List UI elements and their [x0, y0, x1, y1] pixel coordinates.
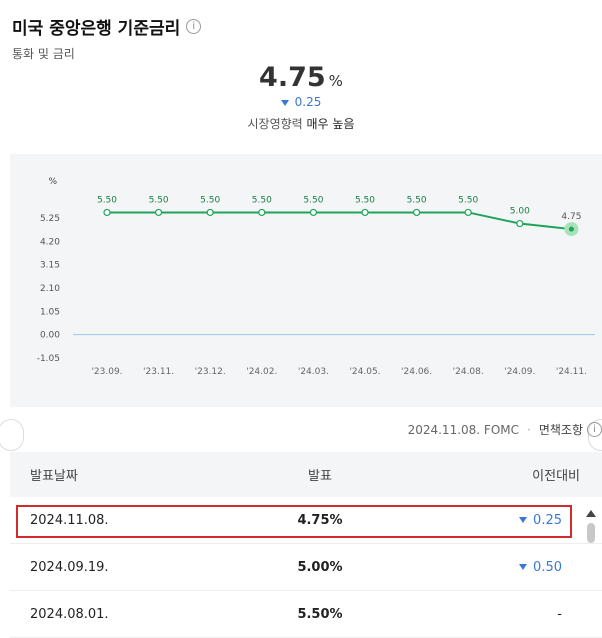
- data-label: 5.50: [200, 195, 220, 205]
- data-point: [155, 208, 163, 217]
- data-label: 4.75: [561, 212, 581, 222]
- data-label: 5.50: [458, 195, 478, 205]
- down-arrow-icon: [519, 517, 528, 523]
- data-point: [516, 219, 524, 228]
- data-label: 5.50: [97, 195, 117, 205]
- scroll-up-icon[interactable]: [586, 510, 596, 517]
- data-label: 5.00: [510, 207, 530, 217]
- data-label: 5.50: [252, 195, 272, 205]
- y-axis-label: %: [48, 177, 57, 187]
- chart-prev-button[interactable]: [0, 419, 24, 451]
- data-label: 5.50: [303, 195, 323, 205]
- data-label: 5.50: [355, 195, 375, 205]
- x-tick-label: '24.05.: [349, 367, 380, 377]
- current-rate: 4.75%: [0, 62, 602, 93]
- row-change-value: 0.50: [533, 559, 562, 575]
- y-tick-label: 2.10: [40, 284, 60, 294]
- table-row[interactable]: 2024.09.19. 5.00% 0.50: [10, 544, 602, 591]
- x-tick-label: '23.09.: [91, 367, 122, 377]
- x-tick-label: '24.03.: [298, 367, 329, 377]
- data-point: [568, 226, 574, 232]
- y-tick-label: -1.05: [37, 354, 60, 364]
- y-tick-label: 5.25: [40, 214, 60, 224]
- x-tick-label: '24.06.: [401, 367, 432, 377]
- rate-unit: %: [328, 72, 343, 90]
- data-label: 5.50: [149, 195, 169, 205]
- row-rate: 4.75%: [297, 512, 343, 528]
- influence-value: 매우 높음: [306, 117, 355, 131]
- disclaimer-link[interactable]: 면책조항: [538, 423, 583, 437]
- y-tick-label: 0.00: [40, 331, 60, 341]
- data-point: [258, 208, 266, 217]
- rate-change-value: 0.25: [294, 95, 322, 109]
- table-header: 발표날짜 발표 이전대비: [10, 452, 602, 497]
- row-change: -: [420, 607, 602, 622]
- rate-value: 4.75: [259, 62, 326, 93]
- disclaimer-info-icon[interactable]: i: [587, 422, 602, 437]
- header: 미국 중앙은행 기준금리 i 통화 및 금리: [12, 14, 202, 62]
- source-date: 2024.11.08. FOMC: [407, 422, 519, 437]
- rate-history-table: 발표날짜 발표 이전대비 2024.11.08. 4.75% 0.25 2024…: [10, 452, 602, 638]
- data-point: [103, 208, 111, 217]
- scroll-thumb[interactable]: [587, 523, 595, 543]
- source-info: 2024.11.08. FOMC · 면책조항 i: [408, 421, 602, 438]
- rate-chart-svg: % 5.25 4.20 3.15 2.10 1.05 0.00 -1.05 '23.09. '23…: [37, 177, 595, 377]
- info-icon[interactable]: i: [186, 19, 202, 34]
- header-change: 이전대비: [532, 469, 580, 484]
- row-date: 2024.08.01.: [30, 606, 109, 622]
- separator-dot: ·: [527, 422, 531, 437]
- x-tick-label: '24.09.: [504, 367, 535, 377]
- down-arrow-icon: [280, 99, 289, 106]
- page-title-text: 미국 중앙은행 기준금리: [12, 19, 181, 39]
- data-point: [464, 208, 472, 217]
- row-change-value: 0.25: [533, 512, 562, 528]
- down-arrow-icon: [519, 564, 528, 570]
- page-title: 미국 중앙은행 기준금리 i: [12, 14, 202, 39]
- table-row[interactable]: 2024.11.08. 4.75% 0.25: [10, 497, 602, 544]
- row-rate: 5.00%: [297, 559, 343, 575]
- rate-change: 0.25: [0, 95, 602, 109]
- data-point: [361, 208, 369, 217]
- row-change: 0.50: [420, 560, 602, 575]
- data-point: [206, 208, 214, 217]
- y-tick-label: 3.15: [40, 261, 60, 271]
- x-tick-label: '24.08.: [453, 367, 484, 377]
- rate-chart: % 5.25 4.20 3.15 2.10 1.05 0.00 -1.05 '23.09. '23…: [0, 154, 602, 451]
- table-scrollbar[interactable]: [584, 508, 598, 628]
- influence-label: 시장영향력: [247, 117, 303, 131]
- data-point: [413, 208, 421, 217]
- data-label: 5.50: [407, 195, 427, 205]
- y-tick-label: 1.05: [40, 307, 60, 317]
- x-tick-label: '24.11.: [556, 367, 587, 377]
- x-tick-label: '23.11.: [143, 367, 174, 377]
- row-rate: 5.50%: [297, 606, 343, 622]
- y-tick-label: 4.20: [40, 237, 60, 247]
- x-tick-label: '24.02.: [246, 367, 277, 377]
- series-line: [107, 211, 572, 231]
- row-change-value: -: [557, 606, 562, 622]
- row-date: 2024.11.08.: [30, 512, 109, 528]
- rate-summary: 4.75% 0.25 시장영향력 매우 높음: [0, 62, 602, 132]
- row-change: 0.25: [420, 513, 602, 528]
- data-point: [309, 208, 317, 217]
- header-date: 발표날짜: [30, 469, 78, 484]
- table-row[interactable]: 2024.08.01. 5.50% -: [10, 591, 602, 638]
- category-label: 통화 및 금리: [12, 47, 75, 61]
- header-rate: 발표: [308, 469, 332, 484]
- row-date: 2024.09.19.: [30, 559, 109, 575]
- market-influence: 시장영향력 매우 높음: [0, 115, 602, 132]
- x-tick-label: '23.12.: [195, 367, 226, 377]
